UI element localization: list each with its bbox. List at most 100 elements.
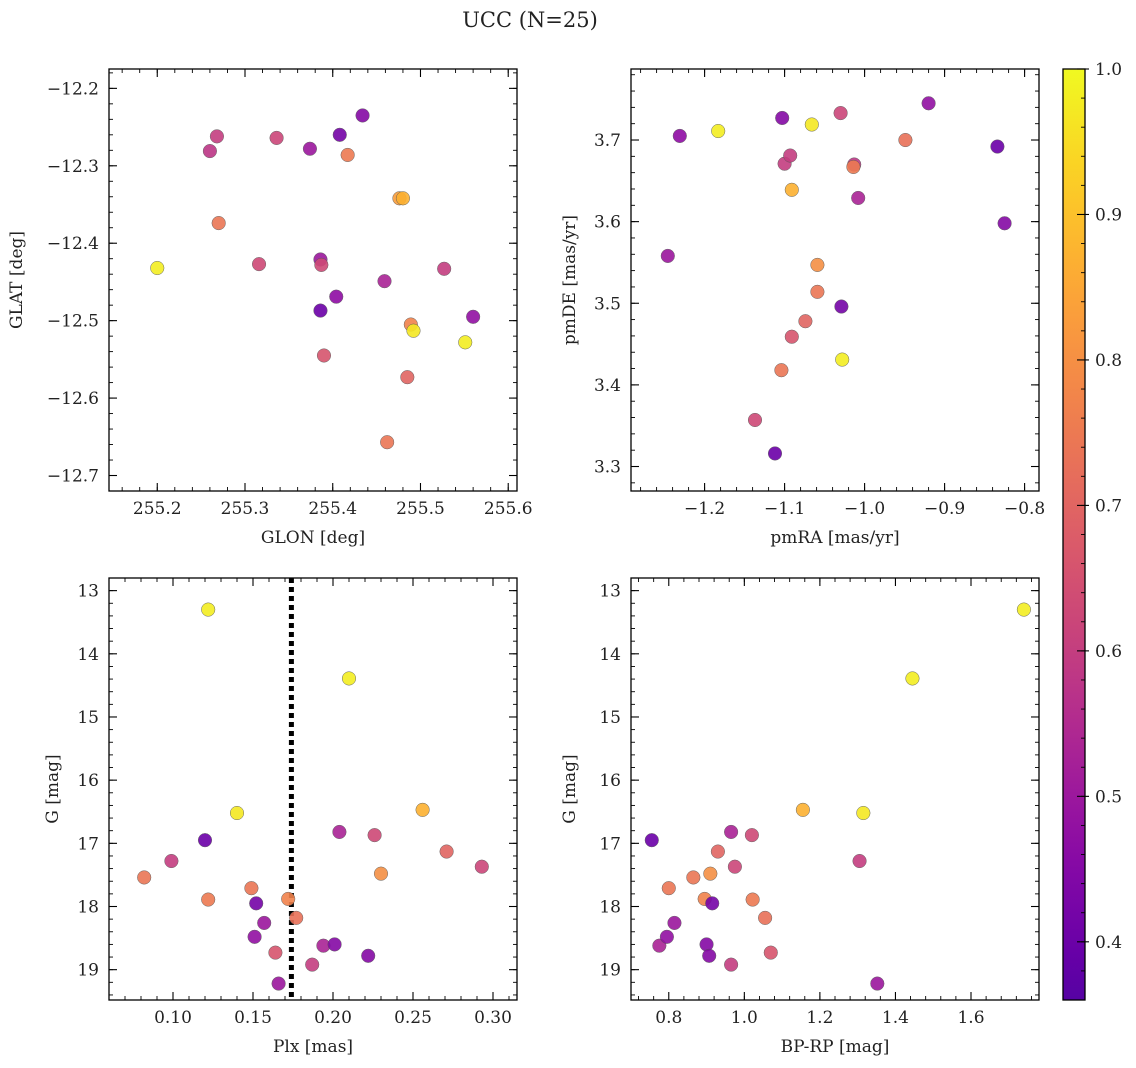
data-point xyxy=(744,828,759,843)
colorbar-tick-label: 0.8 xyxy=(1095,351,1122,371)
colorbar-tick-label: 0.5 xyxy=(1095,787,1122,807)
y-tick-label: 15 xyxy=(599,708,621,728)
y-tick-label: −12.7 xyxy=(47,467,99,487)
data-point xyxy=(439,844,454,859)
data-point xyxy=(767,446,783,461)
data-point xyxy=(289,910,304,925)
data-point xyxy=(340,147,355,162)
data-point xyxy=(835,352,850,367)
y-axis-label: GLAT [deg] xyxy=(7,231,27,329)
x-tick-label: 255.3 xyxy=(221,499,270,519)
panel-1: 255.2 255.3 255.4 255.5 255.6 −12.2 −12.3 −12.4… xyxy=(7,68,533,548)
colorbar-gradient xyxy=(1063,69,1085,1000)
panel-3: 0.10 0.15 0.20 0.25 0.30 13 14 15 16 17 18 19 Plx [m… xyxy=(43,577,518,1057)
data-point xyxy=(313,303,328,318)
data-point xyxy=(798,314,813,329)
y-tick-label: 13 xyxy=(77,582,99,602)
data-point xyxy=(400,370,415,385)
data-point xyxy=(804,117,819,132)
data-point xyxy=(229,805,245,821)
y-tick-label: −12.6 xyxy=(47,389,99,409)
data-point xyxy=(852,853,867,869)
data-point xyxy=(269,130,284,145)
colorbar-tick-label: 0.7 xyxy=(1095,496,1122,516)
x-tick-label: 0.15 xyxy=(234,1008,272,1028)
axes-frame xyxy=(630,68,1040,492)
x-tick-label: 255.4 xyxy=(308,499,357,519)
colorbar-tick-label: 1.0 xyxy=(1095,60,1122,80)
data-point xyxy=(415,802,430,817)
data-point xyxy=(990,139,1005,154)
data-point xyxy=(810,257,825,272)
x-tick-label: 255.5 xyxy=(396,499,445,519)
y-tick-label: 17 xyxy=(599,834,621,854)
data-point xyxy=(997,216,1012,231)
data-point xyxy=(458,335,473,350)
x-tick-label: −1.0 xyxy=(844,499,885,519)
x-tick-label: 255.2 xyxy=(133,499,182,519)
data-point xyxy=(870,976,885,991)
x-tick-label: 0.20 xyxy=(314,1008,352,1028)
data-point xyxy=(437,261,452,276)
y-tick-label: −12.4 xyxy=(47,234,99,254)
data-point xyxy=(314,257,329,272)
y-tick-label: 3.3 xyxy=(594,458,621,478)
data-point xyxy=(247,929,262,944)
data-point xyxy=(705,896,720,911)
data-point xyxy=(474,859,489,874)
y-tick-label: 14 xyxy=(77,645,99,665)
data-point xyxy=(150,260,165,276)
data-point xyxy=(281,891,296,906)
data-point xyxy=(703,866,718,881)
x-tick-label: 0.10 xyxy=(154,1008,192,1028)
data-point xyxy=(257,915,272,930)
data-point xyxy=(660,248,675,263)
data-point xyxy=(268,945,283,960)
data-point xyxy=(395,191,410,206)
data-point xyxy=(271,976,286,991)
x-tick-label: 1.2 xyxy=(806,1008,833,1028)
data-point xyxy=(137,870,152,885)
y-tick-label: 18 xyxy=(599,898,621,918)
data-point xyxy=(305,957,320,972)
y-tick-label: 16 xyxy=(77,771,99,791)
y-axis-label: G [mag] xyxy=(560,754,580,823)
data-point xyxy=(201,602,216,617)
data-point xyxy=(661,881,676,896)
y-tick-label: 3.6 xyxy=(594,213,621,233)
y-tick-label: 17 xyxy=(77,834,99,854)
data-point xyxy=(898,132,913,148)
data-point xyxy=(710,844,725,859)
data-point xyxy=(211,216,226,231)
y-axis-label: pmDE [mas/yr] xyxy=(560,215,580,345)
data-point xyxy=(905,671,920,686)
y-tick-label: 3.5 xyxy=(594,294,621,314)
data-point xyxy=(702,948,717,963)
x-tick-label: 0.25 xyxy=(394,1008,432,1028)
data-point xyxy=(251,257,267,272)
data-point xyxy=(377,274,392,289)
data-point xyxy=(724,957,739,972)
y-tick-label: 18 xyxy=(77,898,99,918)
data-point xyxy=(332,824,347,840)
data-point xyxy=(747,412,763,428)
data-point xyxy=(367,828,382,843)
x-tick-label: −0.8 xyxy=(1004,499,1045,519)
data-point xyxy=(856,805,871,821)
data-point xyxy=(783,148,798,163)
data-point xyxy=(763,945,778,960)
y-tick-label: −12.5 xyxy=(47,312,99,332)
data-point xyxy=(758,910,773,925)
data-point xyxy=(921,96,936,111)
data-point xyxy=(327,937,342,952)
axes-frame xyxy=(108,68,518,492)
data-point xyxy=(784,329,799,344)
data-point xyxy=(244,881,259,896)
x-tick-label: 1.4 xyxy=(882,1008,909,1028)
data-point xyxy=(795,802,810,817)
data-point xyxy=(249,896,264,911)
axes-frame xyxy=(108,577,518,1001)
data-point xyxy=(316,348,332,363)
data-point xyxy=(833,106,848,121)
axes-frame xyxy=(630,577,1040,1001)
